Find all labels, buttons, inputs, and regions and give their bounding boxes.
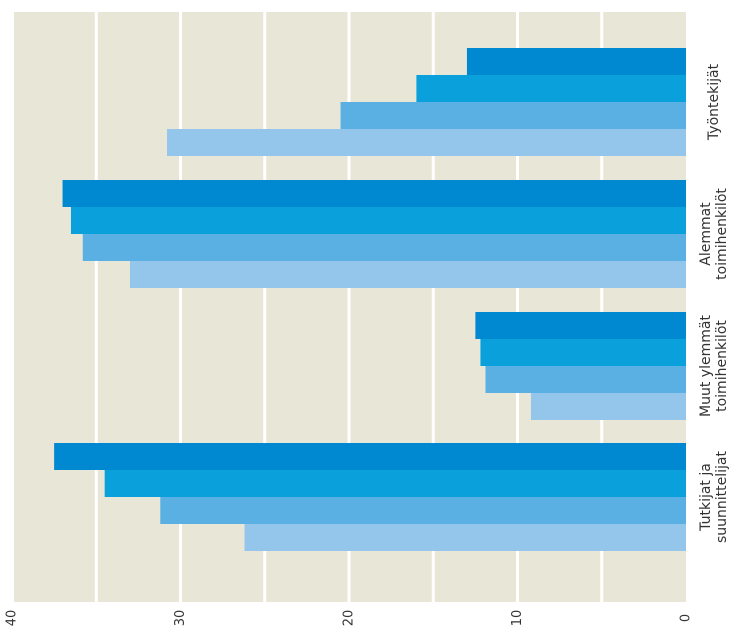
category-label-line: suunnittelijat <box>714 450 730 543</box>
bar <box>160 497 686 524</box>
category-label: Muut ylemmättoimihenkilöt <box>698 315 730 417</box>
bar <box>244 524 686 551</box>
bar <box>104 470 687 497</box>
bar <box>129 261 686 288</box>
category-label: Työntekijät <box>706 63 722 141</box>
bars <box>54 48 687 551</box>
bar <box>54 443 686 470</box>
category-label-line: Alemmat <box>698 202 714 266</box>
category-label: Alemmattoimihenkilöt <box>698 188 730 280</box>
value-tick-labels: 0 10 20 30 40 <box>5 610 694 627</box>
bar <box>480 339 686 366</box>
category-label-line: Muut ylemmät <box>698 315 714 417</box>
bar <box>485 366 686 393</box>
category-label-line: Työntekijät <box>706 63 722 141</box>
bar <box>340 102 686 129</box>
value-tick-label: 20 <box>342 610 357 627</box>
bar <box>416 75 686 102</box>
category-label-line: Tutkijat ja <box>698 463 714 532</box>
bar <box>70 207 687 234</box>
bar <box>62 180 687 207</box>
category-label: Tutkijat jasuunnittelijat <box>698 450 730 543</box>
bar <box>167 129 686 156</box>
bar <box>475 312 686 339</box>
value-tick-label: 10 <box>510 610 525 627</box>
value-tick-label: 40 <box>5 610 20 627</box>
value-tick-label: 30 <box>173 610 188 627</box>
category-label-line: toimihenkilöt <box>714 188 730 280</box>
value-tick-label: 0 <box>679 614 694 622</box>
category-label-line: toimihenkilöt <box>714 320 730 412</box>
bar <box>82 234 686 261</box>
bar <box>530 393 686 420</box>
bar <box>466 48 686 75</box>
